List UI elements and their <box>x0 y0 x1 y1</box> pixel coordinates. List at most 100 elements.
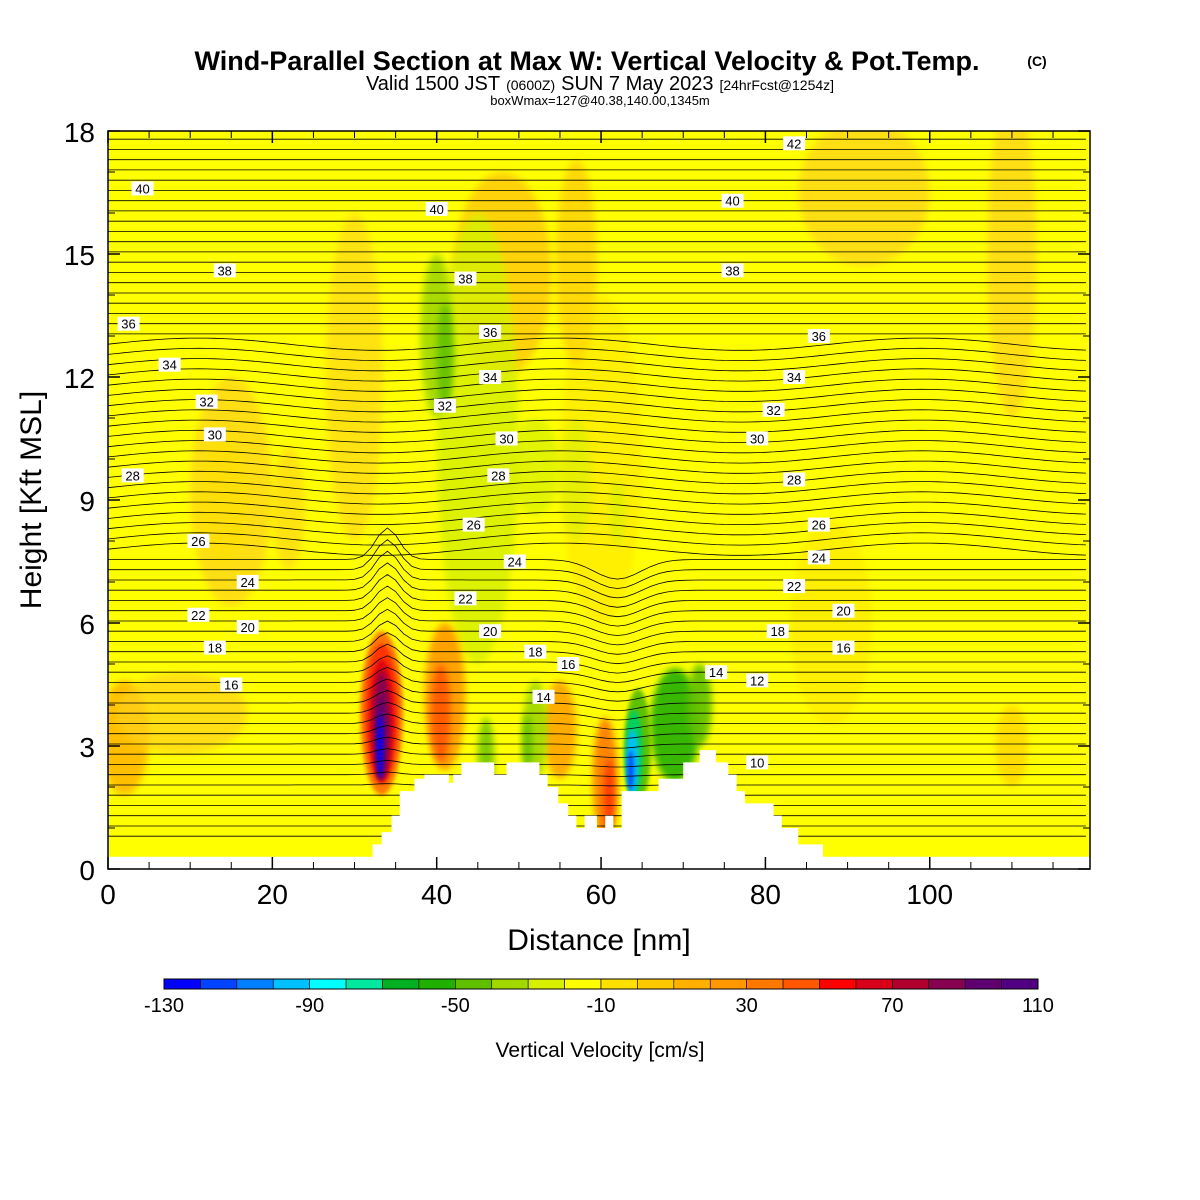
x-tick-label: 40 <box>421 879 452 910</box>
contour-label-background <box>746 755 769 770</box>
contour-label-background <box>746 431 769 446</box>
contour-label-background <box>220 677 243 692</box>
contour-label-background <box>195 394 218 409</box>
contour-label-background <box>807 517 830 532</box>
potential-temperature-contours <box>108 138 1086 837</box>
colorbar-segment <box>236 978 274 990</box>
y-tick-label: 6 <box>79 609 95 640</box>
colorbar-segment <box>855 978 893 990</box>
contour-label: 12 <box>746 673 769 688</box>
y-axis-label: Height [Kft MSL] <box>15 391 48 609</box>
contour-label: 24 <box>236 575 259 590</box>
contour-label: 22 <box>187 607 210 623</box>
contour-label-background <box>721 263 744 278</box>
x-tick-label: 80 <box>750 879 781 910</box>
subtitle-valid: Valid 1500 JST <box>366 73 500 95</box>
velocity-cell <box>559 418 593 541</box>
contour-label: 16 <box>220 677 243 693</box>
contour-label-text: 40 <box>725 194 739 209</box>
contour-label-background <box>503 554 526 569</box>
contour-label: 34 <box>783 370 806 385</box>
theta-contour <box>108 574 1086 618</box>
contour-label-text: 34 <box>483 370 497 385</box>
contour-label: 20 <box>236 620 259 635</box>
contour-label-text: 28 <box>491 468 505 483</box>
contour-label-background <box>783 136 806 151</box>
colorbar-segment <box>637 978 675 990</box>
contour-label: 30 <box>746 431 769 447</box>
contour-label: 38 <box>213 263 236 278</box>
y-tick-label: 0 <box>79 855 95 886</box>
contour-label-text: 42 <box>787 136 801 151</box>
colorbar-segment <box>418 978 456 990</box>
theta-contour <box>108 632 1086 665</box>
contour-label-text: 40 <box>429 202 443 217</box>
downdraft-core <box>627 750 634 792</box>
theta-contour <box>108 347 1086 362</box>
contour-label-background <box>524 644 547 659</box>
contour-label-text: 36 <box>812 329 826 344</box>
theta-contour <box>108 585 1086 627</box>
title-copyright-mark: (C) <box>1027 53 1046 69</box>
colorbar-segment <box>527 978 565 990</box>
contour-label: 34 <box>158 357 181 373</box>
contour-label: 28 <box>783 472 806 488</box>
y-tick-label: 18 <box>64 117 95 148</box>
contour-label-background <box>454 591 477 606</box>
colorbar-segment <box>200 978 238 990</box>
contour-label-text: 22 <box>191 608 205 623</box>
y-tick-label: 15 <box>64 240 95 271</box>
velocity-cell <box>436 303 454 410</box>
chart-subtitle-2: boxWmax=127@40.38,140.00,1345m <box>490 93 710 108</box>
theta-contour <box>108 358 1086 372</box>
terrain-mask <box>108 750 1090 869</box>
theta-contour <box>108 562 1086 608</box>
theta-contour <box>108 429 1086 444</box>
contour-label-background <box>187 534 210 548</box>
colorbar-tick-label: -130 <box>144 995 184 1017</box>
contour-label-background <box>532 689 555 704</box>
contour-label-text: 14 <box>536 690 550 705</box>
theta-contour <box>108 620 1086 655</box>
contour-label: 40 <box>721 193 744 209</box>
contour-label-background <box>121 468 144 483</box>
theta-contour <box>108 378 1086 392</box>
velocity-cell <box>198 438 248 562</box>
contour-label-text: 24 <box>508 555 522 570</box>
contour-label-text: 28 <box>125 468 139 483</box>
contour-label-text: 24 <box>240 575 254 590</box>
colorbar-segment <box>272 978 310 990</box>
contour-label: 36 <box>117 316 140 332</box>
colorbar-segment <box>892 978 930 990</box>
x-axis-label: Distance [nm] <box>507 924 690 957</box>
contour-label-text: 26 <box>466 518 480 533</box>
contour-label: 22 <box>454 591 477 606</box>
theta-contour <box>108 511 1086 526</box>
contour-label-text: 36 <box>483 325 497 340</box>
theta-contour <box>108 759 1086 768</box>
contour-label-text: 16 <box>561 657 575 672</box>
contour-label-background <box>479 324 502 339</box>
contour-label-background <box>721 193 744 208</box>
velocity-cell <box>995 705 1029 787</box>
contour-label: 24 <box>807 550 830 565</box>
theta-contour <box>108 608 1086 646</box>
contour-label-background <box>236 620 259 635</box>
theta-contour <box>108 725 1086 740</box>
contour-label-text: 36 <box>121 317 135 332</box>
contour-label-background <box>462 517 485 532</box>
theta-contour <box>108 748 1086 759</box>
x-tick-label: 0 <box>100 879 116 910</box>
colorbar-segment <box>455 978 493 990</box>
contour-label: 38 <box>454 271 477 287</box>
colorbar-segment <box>928 978 966 990</box>
contour-label-text: 38 <box>458 272 472 287</box>
theta-contour <box>108 460 1086 474</box>
colorbar-segment <box>964 978 1002 990</box>
theta-contour <box>108 527 1086 580</box>
contour-label-background <box>783 472 806 487</box>
theta-contour <box>108 491 1086 505</box>
contour-label-text: 18 <box>528 645 542 660</box>
